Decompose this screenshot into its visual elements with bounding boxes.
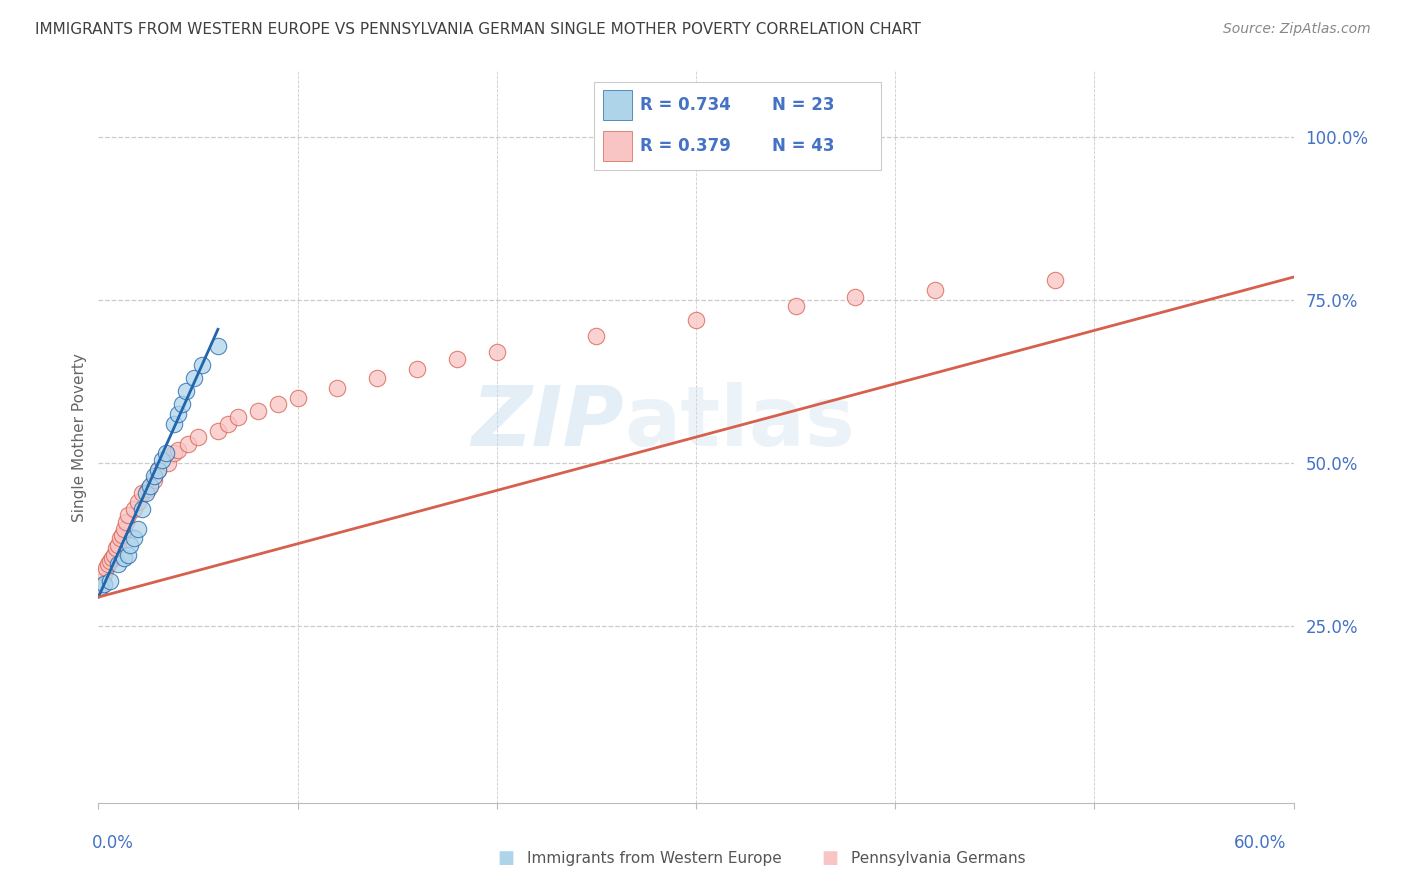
Point <box>107 538 129 552</box>
Point <box>124 531 146 545</box>
Point <box>685 312 707 326</box>
Point <box>115 515 138 529</box>
Text: ZIP: ZIP <box>471 382 624 463</box>
Point <box>207 338 229 352</box>
Point <box>124 502 146 516</box>
Text: atlas: atlas <box>624 382 855 463</box>
Point <box>127 521 149 535</box>
Text: Immigrants from Western Europe: Immigrants from Western Europe <box>527 851 782 865</box>
Point <box>326 381 349 395</box>
Point <box>174 384 197 399</box>
Point <box>136 483 159 497</box>
Point <box>93 577 115 591</box>
Point <box>98 574 122 588</box>
Point <box>117 508 139 523</box>
Point <box>112 550 135 565</box>
Point <box>143 469 166 483</box>
Point <box>157 456 180 470</box>
Point <box>96 560 118 574</box>
Point <box>485 345 508 359</box>
Point <box>246 404 269 418</box>
Point <box>1043 273 1066 287</box>
Text: 60.0%: 60.0% <box>1234 834 1286 852</box>
Point <box>148 463 170 477</box>
Text: ■: ■ <box>498 849 515 867</box>
Point <box>585 329 607 343</box>
Point <box>785 300 807 314</box>
Point <box>172 397 194 411</box>
Point <box>117 548 139 562</box>
Point <box>924 283 946 297</box>
Point <box>167 443 190 458</box>
Point <box>406 361 429 376</box>
Point <box>131 485 153 500</box>
Point <box>167 407 190 421</box>
Point <box>163 417 186 431</box>
Text: Source: ZipAtlas.com: Source: ZipAtlas.com <box>1223 22 1371 37</box>
Point <box>111 528 134 542</box>
Point <box>112 521 135 535</box>
Point <box>135 485 157 500</box>
Point <box>139 479 162 493</box>
Point <box>155 446 177 460</box>
Y-axis label: Single Mother Poverty: Single Mother Poverty <box>72 352 87 522</box>
Point <box>91 574 114 588</box>
Point <box>148 463 170 477</box>
Point <box>107 558 129 572</box>
Point <box>131 502 153 516</box>
Point <box>89 580 111 594</box>
Point <box>267 397 290 411</box>
Point <box>207 424 229 438</box>
Point <box>127 495 149 509</box>
Point <box>183 371 205 385</box>
Point <box>287 391 309 405</box>
Point <box>93 567 115 582</box>
Text: IMMIGRANTS FROM WESTERN EUROPE VS PENNSYLVANIA GERMAN SINGLE MOTHER POVERTY CORR: IMMIGRANTS FROM WESTERN EUROPE VS PENNSY… <box>35 22 921 37</box>
Text: 0.0%: 0.0% <box>91 834 134 852</box>
Point <box>97 558 120 572</box>
Point <box>98 554 122 568</box>
Point <box>150 453 173 467</box>
Point <box>191 358 214 372</box>
Point <box>120 538 142 552</box>
Point <box>366 371 388 385</box>
Text: Pennsylvania Germans: Pennsylvania Germans <box>851 851 1025 865</box>
Point <box>101 550 124 565</box>
Point <box>110 531 132 545</box>
Point <box>446 351 468 366</box>
Point <box>143 473 166 487</box>
Point <box>217 417 239 431</box>
Point <box>105 541 128 555</box>
Point <box>177 436 200 450</box>
Point <box>187 430 209 444</box>
Point <box>226 410 249 425</box>
Text: ■: ■ <box>821 849 838 867</box>
Point <box>844 290 866 304</box>
Point <box>103 548 125 562</box>
Point <box>163 446 186 460</box>
Point <box>89 580 111 594</box>
